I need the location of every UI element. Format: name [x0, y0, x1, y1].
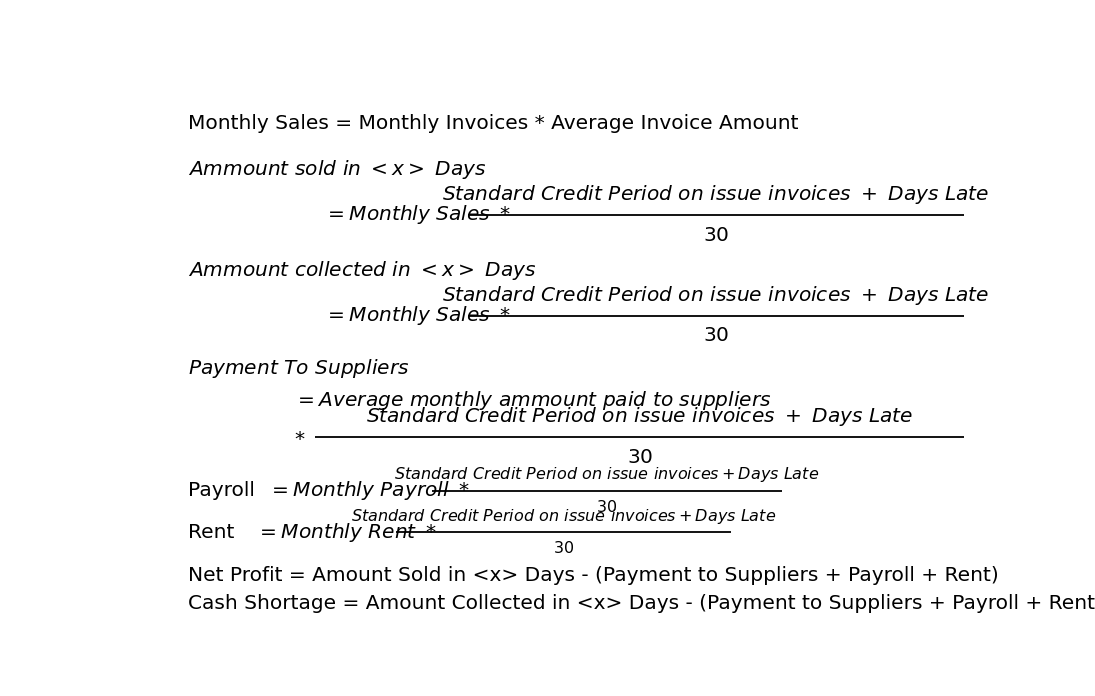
Text: Payroll: Payroll: [188, 482, 255, 500]
Text: $= Monthly\ Sales\ *$: $= Monthly\ Sales\ *$: [324, 304, 511, 327]
Text: $= Average\ monthly\ ammount\ paid\ to\ suppliers$: $= Average\ monthly\ ammount\ paid\ to\ …: [293, 389, 772, 412]
Text: Rent: Rent: [188, 523, 234, 541]
Text: Net Profit = Amount Sold in <x> Days - (Payment to Suppliers + Payroll + Rent): Net Profit = Amount Sold in <x> Days - (…: [188, 566, 999, 585]
Text: $\mathit{Payment\ To\ Suppliers}$: $\mathit{Payment\ To\ Suppliers}$: [188, 357, 410, 380]
Text: $= Monthly\ Rent\ *$: $= Monthly\ Rent\ *$: [255, 521, 437, 544]
Text: $30$: $30$: [703, 326, 729, 345]
Text: $30$: $30$: [626, 448, 653, 467]
Text: Cash Shortage = Amount Collected in <x> Days - (Payment to Suppliers + Payroll +: Cash Shortage = Amount Collected in <x> …: [188, 594, 1095, 613]
Text: $Standard\ Credit\ Period\ on\ issue\ invoices+Days\ Late$: $Standard\ Credit\ Period\ on\ issue\ in…: [394, 465, 819, 484]
Text: $Standard\ Credit\ Period\ on\ issue\ invoices\ +\ Days\ Late$: $Standard\ Credit\ Period\ on\ issue\ in…: [442, 284, 990, 307]
Text: $30$: $30$: [597, 499, 618, 515]
Text: $= Monthly\ Sales\ *$: $= Monthly\ Sales\ *$: [324, 203, 511, 226]
Text: $= Monthly\ Payroll\ *$: $= Monthly\ Payroll\ *$: [268, 480, 471, 503]
Text: $*$: $*$: [293, 428, 306, 447]
Text: $Standard\ Credit\ Period\ on\ issue\ invoices+Days\ Late$: $Standard\ Credit\ Period\ on\ issue\ in…: [350, 507, 776, 525]
Text: $\mathit{Ammount\ sold\ in\ {<}x{>}\ Days}$: $\mathit{Ammount\ sold\ in\ {<}x{>}\ Day…: [188, 158, 486, 181]
Text: $30$: $30$: [553, 540, 574, 556]
Text: $Standard\ Credit\ Period\ on\ issue\ invoices\ +\ Days\ Late$: $Standard\ Credit\ Period\ on\ issue\ in…: [442, 183, 990, 206]
Text: Monthly Sales = Monthly Invoices * Average Invoice Amount: Monthly Sales = Monthly Invoices * Avera…: [188, 114, 798, 133]
Text: $\mathit{Ammount\ collected\ in\ {<}x{>}\ Days}$: $\mathit{Ammount\ collected\ in\ {<}x{>}…: [188, 258, 537, 281]
Text: $30$: $30$: [703, 226, 729, 245]
Text: $Standard\ Credit\ Period\ on\ issue\ invoices\ +\ Days\ Late$: $Standard\ Credit\ Period\ on\ issue\ in…: [366, 405, 913, 428]
